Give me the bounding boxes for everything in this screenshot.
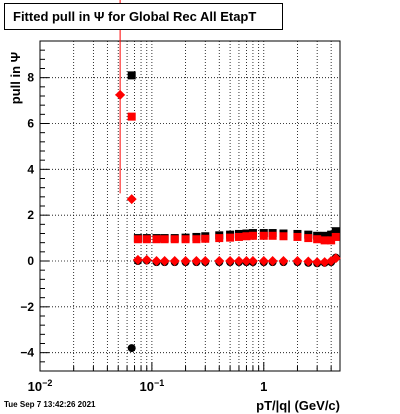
y-tick-label: 0 xyxy=(27,254,34,268)
data-point-square xyxy=(142,235,151,244)
data-point-circle xyxy=(127,344,136,353)
x-tick-label: 1 xyxy=(260,379,267,394)
data-point-diamond xyxy=(267,256,278,266)
data-point-square xyxy=(248,231,257,240)
data-point-square xyxy=(127,71,136,80)
data-point-diamond xyxy=(258,256,269,266)
data-point-square xyxy=(313,235,322,244)
data-point-diamond xyxy=(225,256,236,266)
data-point-square xyxy=(320,236,329,245)
grid-layer xyxy=(39,41,340,371)
data-point-diamond xyxy=(200,256,211,266)
data-point-square xyxy=(242,232,251,241)
data-point-diamond xyxy=(247,256,258,266)
data-point-diamond xyxy=(292,256,303,266)
plot-frame xyxy=(39,40,341,372)
y-tick-label: 4 xyxy=(27,162,34,176)
data-point-square xyxy=(331,227,340,236)
data-point-square xyxy=(320,231,329,240)
data-point-square xyxy=(304,234,313,243)
chart-title: Fitted pull in Ψ for Global Rec All Etap… xyxy=(4,3,283,30)
data-point-diamond xyxy=(312,257,323,268)
data-point-diamond xyxy=(191,256,202,266)
data-point-square xyxy=(327,236,336,245)
y-tick-label: 6 xyxy=(27,117,34,131)
data-point-square xyxy=(181,235,190,244)
data-point-square xyxy=(152,235,161,244)
axis-layer: −4 −2 0 2 4 6 8 10−2 10−1 1 xyxy=(20,40,341,394)
data-point-diamond xyxy=(278,256,289,266)
y-axis-label: pull in Ψ xyxy=(8,52,23,104)
data-point-diamond xyxy=(159,256,170,266)
data-point-square xyxy=(127,112,136,121)
x-tick-label: 10−1 xyxy=(140,378,165,394)
data-point-square xyxy=(293,232,302,241)
y-tick-label: 8 xyxy=(27,71,34,85)
data-point-square xyxy=(327,230,336,239)
data-point-square xyxy=(279,232,288,241)
data-point-diamond xyxy=(303,256,314,267)
data-marks xyxy=(115,0,341,353)
data-point-diamond xyxy=(141,254,152,265)
data-point-square xyxy=(160,235,169,244)
data-point-diamond xyxy=(151,256,162,266)
data-point-square xyxy=(192,235,201,244)
x-axis-label: pT/|q| (GeV/c) xyxy=(256,398,340,413)
data-point-square xyxy=(268,231,277,240)
datestamp: Tue Sep 7 13:42:26 2021 xyxy=(4,400,96,409)
data-point-diamond xyxy=(233,256,244,266)
data-point-diamond xyxy=(169,256,180,266)
data-point-square xyxy=(331,232,340,241)
data-point-diamond xyxy=(214,256,225,266)
data-point-diamond xyxy=(241,256,252,266)
y-tick-label: −4 xyxy=(20,346,34,360)
x-tick-label: 10−2 xyxy=(28,378,53,394)
data-point-diamond xyxy=(132,254,143,265)
data-point-diamond xyxy=(126,194,137,205)
data-point-square xyxy=(259,231,268,240)
data-point-square xyxy=(215,234,224,243)
y-tick-label: −2 xyxy=(20,300,34,314)
data-point-diamond xyxy=(180,256,191,266)
data-point-diamond xyxy=(330,253,341,264)
data-point-diamond xyxy=(319,257,330,268)
data-point-square xyxy=(170,235,179,244)
y-tick-label: 2 xyxy=(27,208,34,222)
data-point-square xyxy=(234,232,243,241)
data-point-square xyxy=(201,234,210,243)
data-point-square xyxy=(133,235,142,244)
data-point-diamond xyxy=(115,89,126,100)
data-point-square xyxy=(226,233,235,242)
